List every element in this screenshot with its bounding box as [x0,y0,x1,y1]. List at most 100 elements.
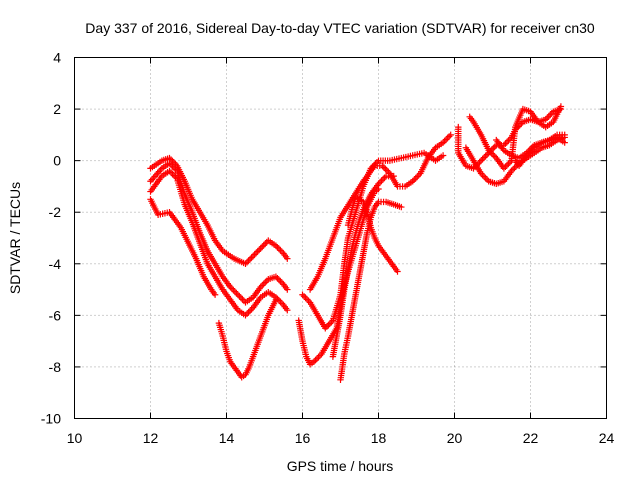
data-point [545,113,552,120]
data-point [299,291,306,298]
data-point [479,155,486,163]
data-point [262,279,269,286]
y-tick-label: -10 [41,411,61,427]
data-point [383,167,391,174]
data-point [233,289,240,297]
data-point [230,286,237,294]
data-point [157,166,164,174]
series-track-13 [466,103,565,172]
data-point [557,103,565,110]
data-point [151,173,158,180]
data-point [249,252,257,260]
data-point [254,248,261,255]
data-point [243,259,251,266]
data-point [252,249,260,257]
data-point [380,164,388,171]
data-point [482,152,489,160]
data-point [315,353,322,361]
data-point [231,288,239,295]
data-point [505,160,512,167]
y-tick-label: -2 [49,204,62,220]
data-point [398,203,405,211]
data-point [234,291,242,298]
data-point [246,307,254,314]
data-point [444,134,451,142]
data-point [284,286,291,293]
data-point [277,247,284,254]
data-point [378,177,385,184]
data-point [325,321,332,329]
data-point [284,307,291,314]
data-point [390,172,397,180]
series-track-1 [147,196,219,298]
data-point [155,168,163,175]
x-tick-label: 16 [295,430,311,446]
data-point [379,176,387,183]
series-track-4 [147,167,291,319]
x-tick-label: 20 [447,430,463,446]
data-point [272,296,280,304]
data-point [439,152,447,159]
series-track-5 [215,296,280,381]
data-point [561,139,568,146]
x-tick-label: 24 [599,430,615,446]
data-point [414,173,421,180]
data-points [147,103,568,384]
data-point [381,174,388,181]
plot-frame [74,57,607,419]
data-point [211,291,219,298]
data-point [394,268,401,275]
data-point [561,131,568,139]
data-point [275,245,283,253]
data-point [154,170,161,177]
data-point [477,157,485,164]
series-track-9 [337,198,405,384]
y-tick-label: -4 [49,256,62,272]
data-point [259,243,266,250]
series-track-16 [512,134,568,169]
data-point [303,296,311,303]
data-point [243,310,251,318]
y-axis-label: SDTVAR / TECUs [7,182,23,294]
data-point [237,294,245,302]
data-point [284,255,291,262]
data-point [313,355,321,362]
x-tick-label: 10 [67,430,83,446]
series-track-11 [329,172,397,360]
x-tick-label: 18 [371,430,387,446]
y-tick-label: 2 [53,101,61,117]
data-point [442,136,450,143]
data-point [236,293,243,300]
data-point [503,138,511,146]
data-point [447,131,454,139]
data-point [246,255,254,263]
series-track-8 [306,131,454,293]
y-tick-label: 0 [53,153,61,169]
data-point [148,176,156,183]
series-track-2 [147,154,291,267]
x-axis-label: GPS time / hours [287,458,394,474]
series-track-7 [299,149,447,332]
data-point [480,154,488,161]
data-point [445,133,453,140]
data-point [503,162,511,169]
y-tick-label: -6 [49,307,62,323]
data-point [147,178,154,185]
data-point [300,293,308,300]
data-point [251,251,258,258]
data-point [412,174,419,182]
data-point [248,254,255,261]
data-point [482,174,489,182]
data-point [277,278,284,285]
data-point [326,320,334,327]
data-point [153,171,160,179]
y-tick-label: -8 [49,359,62,375]
data-point [547,111,554,118]
x-tick-label: 14 [219,430,235,446]
data-point [255,246,263,254]
data-point [257,245,264,252]
data-point [382,165,389,173]
